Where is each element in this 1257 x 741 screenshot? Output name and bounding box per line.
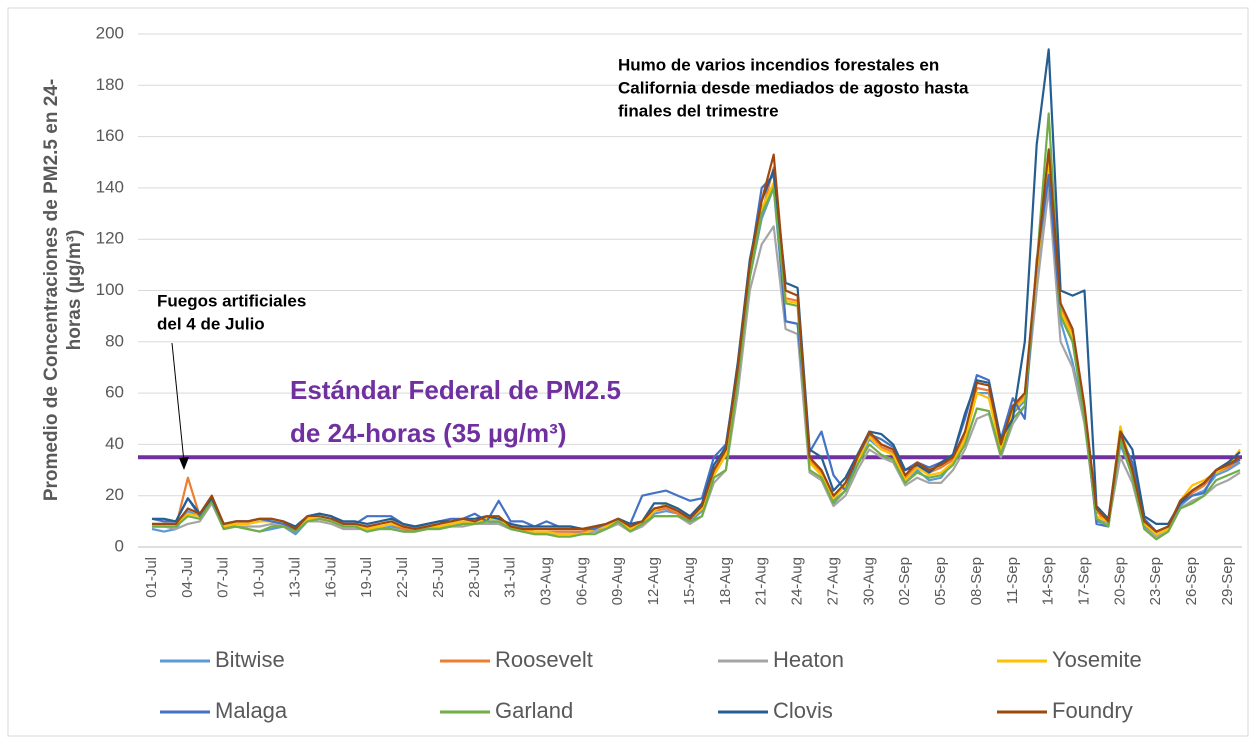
- y-tick-label: 40: [105, 434, 124, 453]
- x-tick-label: 04-Jul: [179, 557, 196, 598]
- series-line: [152, 161, 1241, 536]
- chart-border: [7, 7, 1249, 737]
- x-tick-label: 10-Jul: [251, 557, 268, 598]
- annotation: del 4 de Julio: [157, 314, 265, 333]
- x-tick-label: 18-Aug: [717, 557, 734, 605]
- annotation: Fuegos artificiales: [157, 291, 306, 310]
- x-tick-label: 14-Sep: [1040, 557, 1057, 605]
- x-tick-label: 31-Jul: [502, 557, 519, 598]
- x-tick-label: 13-Jul: [286, 557, 303, 598]
- x-tick-label: 11-Sep: [1004, 557, 1021, 604]
- x-tick-label: 29-Sep: [1219, 557, 1236, 605]
- y-tick-label: 180: [96, 75, 124, 94]
- legend-label: Heaton: [773, 647, 844, 672]
- y-tick-label: 120: [96, 229, 124, 248]
- y-tick-label: 80: [105, 331, 124, 350]
- x-tick-label: 22-Jul: [394, 557, 411, 598]
- x-tick-label: 15-Aug: [681, 557, 698, 605]
- y-axis-label: Promedio de Concentraciones de PM2.5 en …: [41, 79, 85, 501]
- x-tick-label: 21-Aug: [753, 557, 770, 605]
- x-tick-label: 20-Sep: [1111, 557, 1128, 605]
- legend-label: Malaga: [215, 698, 288, 723]
- legend-label: Clovis: [773, 698, 833, 723]
- x-tick-label: 19-Jul: [358, 557, 375, 598]
- x-tick-label: 02-Sep: [896, 557, 913, 605]
- x-tick-label: 06-Aug: [573, 557, 590, 605]
- x-tick-label: 23-Sep: [1147, 557, 1164, 605]
- series-line: [152, 161, 1241, 536]
- y-tick-label: 100: [96, 280, 124, 299]
- x-tick-label: 28-Jul: [466, 557, 483, 598]
- legend-label: Foundry: [1052, 698, 1133, 723]
- legend-label: Bitwise: [215, 647, 285, 672]
- y-tick-label: 140: [96, 177, 124, 196]
- series-line: [152, 112, 1241, 541]
- series-line: [152, 148, 1241, 533]
- legend-label: Roosevelt: [495, 647, 593, 672]
- y-tick-label: 200: [96, 23, 124, 42]
- legend-label: Garland: [495, 698, 573, 723]
- x-tick-label: 17-Sep: [1076, 557, 1093, 605]
- arrow-head: [179, 457, 189, 470]
- y-tick-label: 0: [115, 536, 124, 555]
- series-line: [152, 186, 1241, 538]
- x-tick-label: 01-Jul: [143, 557, 160, 598]
- y-tick-label: 60: [105, 383, 124, 402]
- legend-label: Yosemite: [1052, 647, 1142, 672]
- y-tick-label: 20: [105, 485, 124, 504]
- reference-label: Estándar Federal de PM2.5: [290, 375, 621, 405]
- annotation: finales del trimestre: [618, 101, 779, 120]
- y-axis-label-line: horas (µg/m³): [64, 230, 85, 351]
- reference-label: de 24-horas (35 µg/m³): [290, 418, 567, 448]
- x-tick-label: 03-Aug: [538, 557, 555, 605]
- y-tick-label: 160: [96, 126, 124, 145]
- series-line: [152, 48, 1241, 531]
- x-tick-label: 12-Aug: [645, 557, 662, 605]
- annotation-arrow: [171, 342, 185, 463]
- x-tick-label: 25-Jul: [430, 557, 447, 598]
- x-tick-label: 26-Sep: [1183, 557, 1200, 605]
- x-tick-label: 27-Aug: [824, 557, 841, 605]
- x-tick-label: 16-Jul: [322, 557, 339, 598]
- x-tick-label: 24-Aug: [789, 557, 806, 605]
- y-axis-label-line: Promedio de Concentraciones de PM2.5 en …: [41, 79, 62, 501]
- annotation: California desde mediados de agosto hast…: [618, 78, 969, 97]
- x-tick-label: 30-Aug: [860, 557, 877, 605]
- x-tick-label: 05-Sep: [932, 557, 949, 605]
- x-tick-label: 08-Sep: [968, 557, 985, 605]
- annotation: Humo de varios incendios forestales en: [618, 55, 939, 74]
- x-tick-label: 09-Aug: [609, 557, 626, 605]
- x-tick-label: 07-Jul: [215, 557, 232, 598]
